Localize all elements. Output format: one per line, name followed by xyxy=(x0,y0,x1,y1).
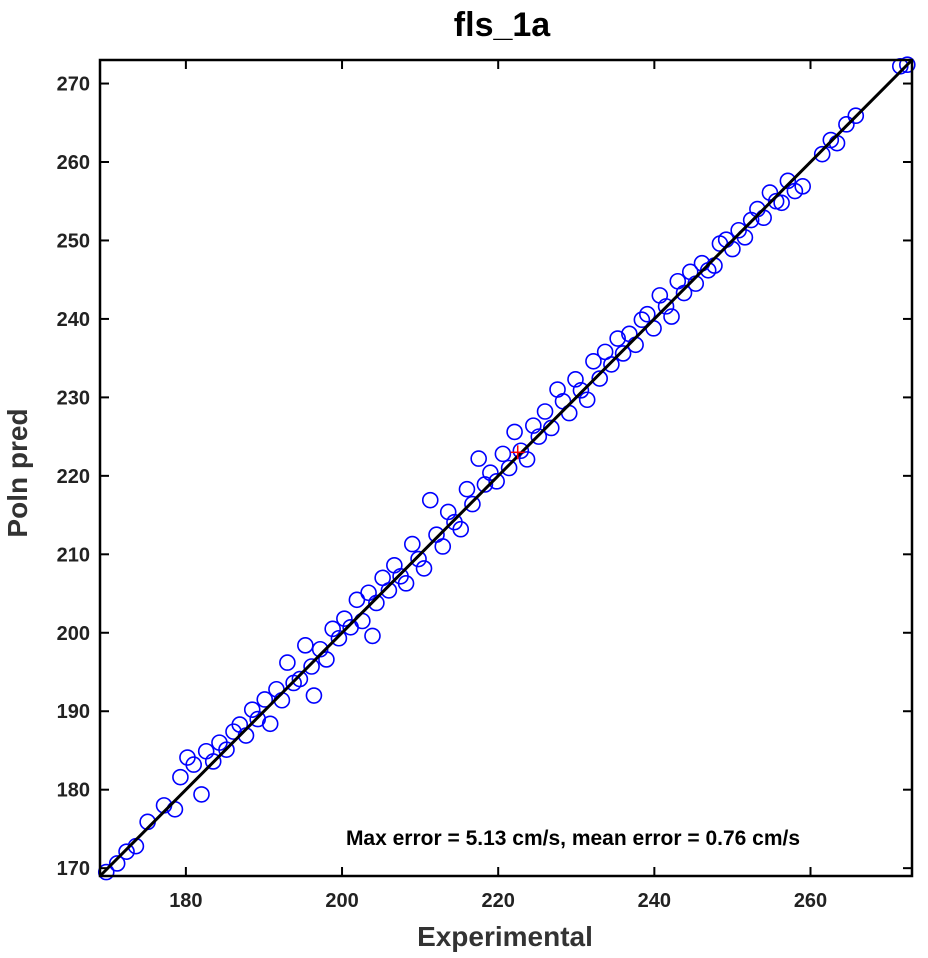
y-tick-label: 170 xyxy=(57,858,90,880)
data-point xyxy=(603,356,620,373)
data-point xyxy=(415,560,433,577)
data-point xyxy=(500,459,518,477)
data-point xyxy=(336,610,353,627)
data-point xyxy=(669,272,687,290)
data-point xyxy=(218,741,235,758)
data-point xyxy=(185,756,202,773)
error-annotation: Max error = 5.13 cm/s, mean error = 0.76… xyxy=(346,827,800,850)
data-point xyxy=(899,56,916,74)
data-point xyxy=(530,428,548,445)
y-tick-label: 200 xyxy=(57,623,90,645)
data-point xyxy=(279,654,296,671)
data-point xyxy=(261,715,279,733)
data-point xyxy=(614,345,632,362)
data-point xyxy=(330,629,348,647)
axes: 180 200 220 240 260 170 180 190 200 210 220 230 240 2… xyxy=(57,58,914,912)
data-point xyxy=(549,381,566,398)
data-point xyxy=(204,753,222,770)
x-tick-label: 240 xyxy=(638,890,671,912)
data-point xyxy=(536,403,554,420)
chart-title: fls_1a xyxy=(454,6,551,44)
data-point xyxy=(591,370,608,387)
data-point xyxy=(651,287,669,304)
data-point xyxy=(488,473,505,490)
x-tick-label: 220 xyxy=(482,890,515,912)
axes-frame xyxy=(98,58,914,878)
data-point xyxy=(639,305,656,323)
data-point xyxy=(305,687,323,704)
data-point xyxy=(578,391,596,409)
data-point xyxy=(518,451,536,468)
data-point xyxy=(847,107,865,125)
data-point xyxy=(585,352,602,370)
data-point xyxy=(397,575,415,592)
x-tick-label: 260 xyxy=(794,890,827,912)
y-tick-label: 180 xyxy=(57,780,90,802)
data-point xyxy=(303,658,320,675)
data-point xyxy=(464,495,481,513)
y-tick-label: 210 xyxy=(57,544,90,566)
data-point xyxy=(458,480,476,498)
y-tick-label: 270 xyxy=(57,74,90,96)
x-axis-label: Experimental xyxy=(417,921,593,952)
data-point xyxy=(108,855,126,872)
x-tick-label: 180 xyxy=(169,890,202,912)
data-point xyxy=(197,742,215,760)
data-point xyxy=(243,701,261,718)
y-tick-label: 260 xyxy=(57,152,90,174)
reference-line xyxy=(98,58,914,878)
data-point xyxy=(813,145,831,163)
data-point xyxy=(410,550,427,568)
data-point xyxy=(452,520,470,538)
data-point xyxy=(482,464,499,482)
data-point xyxy=(494,445,512,463)
data-point xyxy=(773,194,790,212)
data-point xyxy=(838,116,855,133)
data-point xyxy=(657,298,675,315)
data-point xyxy=(404,535,421,553)
data-point xyxy=(633,311,651,329)
data-point xyxy=(193,786,210,803)
data-point xyxy=(380,582,398,599)
data-point xyxy=(360,584,377,602)
x-tick-label: 200 xyxy=(325,890,358,912)
y-tick-label: 220 xyxy=(57,466,90,488)
data-point xyxy=(525,417,542,434)
data-point xyxy=(118,843,135,860)
data-point xyxy=(506,423,523,441)
data-point xyxy=(318,651,335,668)
data-point xyxy=(297,637,314,654)
data-point xyxy=(291,670,309,688)
data-point xyxy=(567,371,584,388)
data-point xyxy=(364,627,381,645)
data-point xyxy=(572,382,590,399)
data-point xyxy=(386,556,403,574)
data-point xyxy=(434,538,452,555)
y-tick-label: 230 xyxy=(57,387,90,409)
data-point xyxy=(368,594,385,612)
data-point xyxy=(663,308,680,325)
data-point xyxy=(609,330,626,347)
data-point xyxy=(794,178,811,195)
data-point xyxy=(324,620,341,638)
data-point xyxy=(97,863,115,881)
y-tick-label: 250 xyxy=(57,230,90,252)
data-point xyxy=(421,491,439,509)
data-point xyxy=(256,691,274,708)
y-tick-label: 190 xyxy=(57,701,90,723)
plot-area xyxy=(97,56,916,881)
data-point xyxy=(470,450,487,467)
y-tick-label: 240 xyxy=(57,309,90,331)
data-point xyxy=(512,442,530,460)
data-point xyxy=(761,184,779,201)
data-point xyxy=(675,284,693,302)
data-point xyxy=(172,768,189,786)
y-axis-label: Poln pred xyxy=(2,408,33,537)
